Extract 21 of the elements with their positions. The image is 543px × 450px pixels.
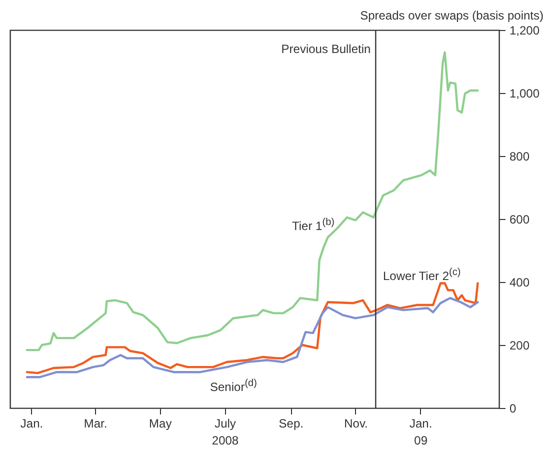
y-tick-label: 600 (510, 212, 530, 226)
x-tick-label: Sep. (278, 416, 304, 430)
line-series (26, 296, 479, 378)
x-tick-label: Jan. (20, 416, 44, 430)
series-label: Tier 1$^{(b)}$ (292, 216, 334, 233)
y-tick-label: 0 (510, 402, 516, 416)
series-label: Senior$^{(d)}$ (210, 378, 257, 394)
y-tick-label: 400 (510, 276, 530, 290)
y-tick-label: 800 (510, 150, 530, 164)
series-label: Lower Tier 2$^{(c)}$ (383, 266, 461, 283)
y-tick-label: 200 (510, 338, 530, 352)
x-tick-label: Mar. (84, 416, 108, 430)
ref-line-label: Previous Bulletin (281, 42, 371, 56)
x-tick-label: May (149, 416, 172, 430)
x-tick-label: July 2008 (212, 416, 239, 448)
line-series (26, 282, 479, 374)
y-tick-label: 1,000 (510, 86, 540, 100)
x-tick-label: Jan. 09 (409, 416, 432, 448)
x-tick-label: Nov. (344, 416, 368, 430)
y-tick-label: 1,200 (510, 24, 540, 38)
y-axis-title: Spreads over swaps (basis points) (360, 8, 543, 22)
